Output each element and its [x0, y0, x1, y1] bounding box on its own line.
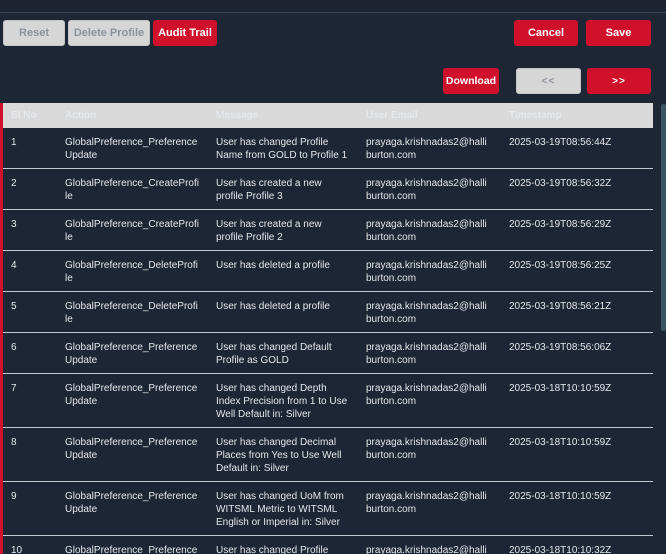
- cell-action: GlobalPreference_DeleteProfile: [65, 301, 198, 325]
- cell-timestamp: 2025-03-19T08:56:29Z: [509, 219, 612, 230]
- cell-message: User has changed Decimal Places from Yes…: [216, 437, 342, 474]
- table-row: 5 GlobalPreference_DeleteProfile User ha…: [3, 291, 653, 332]
- cell-timestamp: 2025-03-19T08:56:32Z: [509, 178, 612, 189]
- cell-action: GlobalPreference_DeleteProfile: [65, 260, 198, 284]
- cell-sl-no: 7: [11, 383, 17, 394]
- cell-action: GlobalPreference_CreateProfile: [65, 219, 199, 243]
- cell-user-email: prayaga.krishnadas2@halliburton.com: [366, 383, 487, 407]
- save-button[interactable]: Save: [586, 20, 651, 46]
- cell-sl-no: 1: [11, 137, 17, 148]
- prev-page-button[interactable]: <<: [516, 68, 581, 94]
- cell-action: GlobalPreference_PreferenceUpdate: [65, 342, 198, 366]
- column-header-sl-no: Sl No: [11, 110, 37, 121]
- cell-timestamp: 2025-03-19T08:56:21Z: [509, 301, 612, 312]
- cell-action: GlobalPreference_PreferenceUpdate: [65, 491, 198, 515]
- next-page-button[interactable]: >>: [587, 68, 651, 94]
- vertical-scrollbar-thumb[interactable]: [661, 104, 666, 331]
- audit-trail-table: Sl No Action Message User Email Timestam…: [0, 103, 653, 554]
- cell-action: GlobalPreference_PreferenceUpdate: [65, 545, 198, 554]
- cell-timestamp: 2025-03-18T10:10:59Z: [509, 383, 612, 394]
- cell-message: User has changed Depth Index Precision f…: [216, 383, 348, 420]
- cell-timestamp: 2025-03-18T10:10:59Z: [509, 491, 612, 502]
- table-row: 7 GlobalPreference_PreferenceUpdate User…: [3, 373, 653, 427]
- cell-message: User has changed Profile Name from GOLD …: [216, 137, 348, 161]
- cell-timestamp: 2025-03-19T08:56:44Z: [509, 137, 612, 148]
- table-row: 3 GlobalPreference_CreateProfile User ha…: [3, 209, 653, 250]
- column-header-timestamp: Timestamp: [509, 110, 562, 121]
- cell-user-email: prayaga.krishnadas2@halliburton.com: [366, 219, 487, 243]
- delete-profile-button[interactable]: Delete Profile: [68, 20, 150, 46]
- table-row: 4 GlobalPreference_DeleteProfile User ha…: [3, 250, 653, 291]
- cell-user-email: prayaga.krishnadas2@halliburton.com: [366, 178, 487, 202]
- cell-user-email: prayaga.krishnadas2@halliburton.com: [366, 437, 487, 461]
- column-header-user-email: User Email: [366, 110, 418, 121]
- cell-action: GlobalPreference_PreferenceUpdate: [65, 437, 198, 461]
- table-row: 1 GlobalPreference_PreferenceUpdate User…: [3, 128, 653, 168]
- table-body: 1 GlobalPreference_PreferenceUpdate User…: [3, 128, 653, 554]
- table-header-row: Sl No Action Message User Email Timestam…: [3, 103, 653, 128]
- cell-message: User has changed UoM from WITSML Metric …: [216, 491, 344, 528]
- cell-sl-no: 4: [11, 260, 17, 271]
- table-row: 2 GlobalPreference_CreateProfile User ha…: [3, 168, 653, 209]
- table-row: 10 GlobalPreference_PreferenceUpdate Use…: [3, 535, 653, 554]
- cell-timestamp: 2025-03-19T08:56:06Z: [509, 342, 612, 353]
- reset-button[interactable]: Reset: [3, 20, 65, 46]
- cancel-button[interactable]: Cancel: [514, 20, 578, 46]
- cell-user-email: prayaga.krishnadas2@halliburton.com: [366, 137, 487, 161]
- cell-message: User has deleted a profile: [216, 260, 330, 271]
- cell-sl-no: 6: [11, 342, 17, 353]
- cell-user-email: prayaga.krishnadas2@halliburton.com: [366, 545, 487, 554]
- cell-sl-no: 3: [11, 219, 17, 230]
- cell-sl-no: 2: [11, 178, 17, 189]
- cell-timestamp: 2025-03-19T08:56:25Z: [509, 260, 612, 271]
- cell-user-email: prayaga.krishnadas2@halliburton.com: [366, 342, 487, 366]
- cell-message: User has created a new profile Profile 3: [216, 178, 322, 202]
- cell-timestamp: 2025-03-18T10:10:32Z: [509, 545, 612, 554]
- cell-action: GlobalPreference_PreferenceUpdate: [65, 137, 198, 161]
- table-row: 9 GlobalPreference_PreferenceUpdate User…: [3, 481, 653, 535]
- cell-message: User has deleted a profile: [216, 301, 330, 312]
- cell-sl-no: 5: [11, 301, 17, 312]
- cell-message: User has changed Default Profile as GOLD: [216, 342, 332, 366]
- download-button[interactable]: Download: [443, 68, 499, 94]
- cell-sl-no: 8: [11, 437, 17, 448]
- column-header-message: Message: [216, 110, 259, 121]
- cell-message: User has created a new profile Profile 2: [216, 219, 322, 243]
- top-bar: [0, 0, 666, 13]
- cell-message: User has changed Profile: [216, 545, 329, 554]
- audit-trail-button[interactable]: Audit Trail: [153, 20, 217, 46]
- cell-timestamp: 2025-03-18T10:10:59Z: [509, 437, 612, 448]
- table-row: 8 GlobalPreference_PreferenceUpdate User…: [3, 427, 653, 481]
- cell-action: GlobalPreference_PreferenceUpdate: [65, 383, 198, 407]
- cell-sl-no: 10: [11, 545, 23, 554]
- cell-sl-no: 9: [11, 491, 17, 502]
- cell-action: GlobalPreference_CreateProfile: [65, 178, 199, 202]
- cell-user-email: prayaga.krishnadas2@halliburton.com: [366, 301, 487, 325]
- cell-user-email: prayaga.krishnadas2@halliburton.com: [366, 491, 487, 515]
- cell-user-email: prayaga.krishnadas2@halliburton.com: [366, 260, 487, 284]
- column-header-action: Action: [65, 110, 97, 121]
- table-row: 6 GlobalPreference_PreferenceUpdate User…: [3, 332, 653, 373]
